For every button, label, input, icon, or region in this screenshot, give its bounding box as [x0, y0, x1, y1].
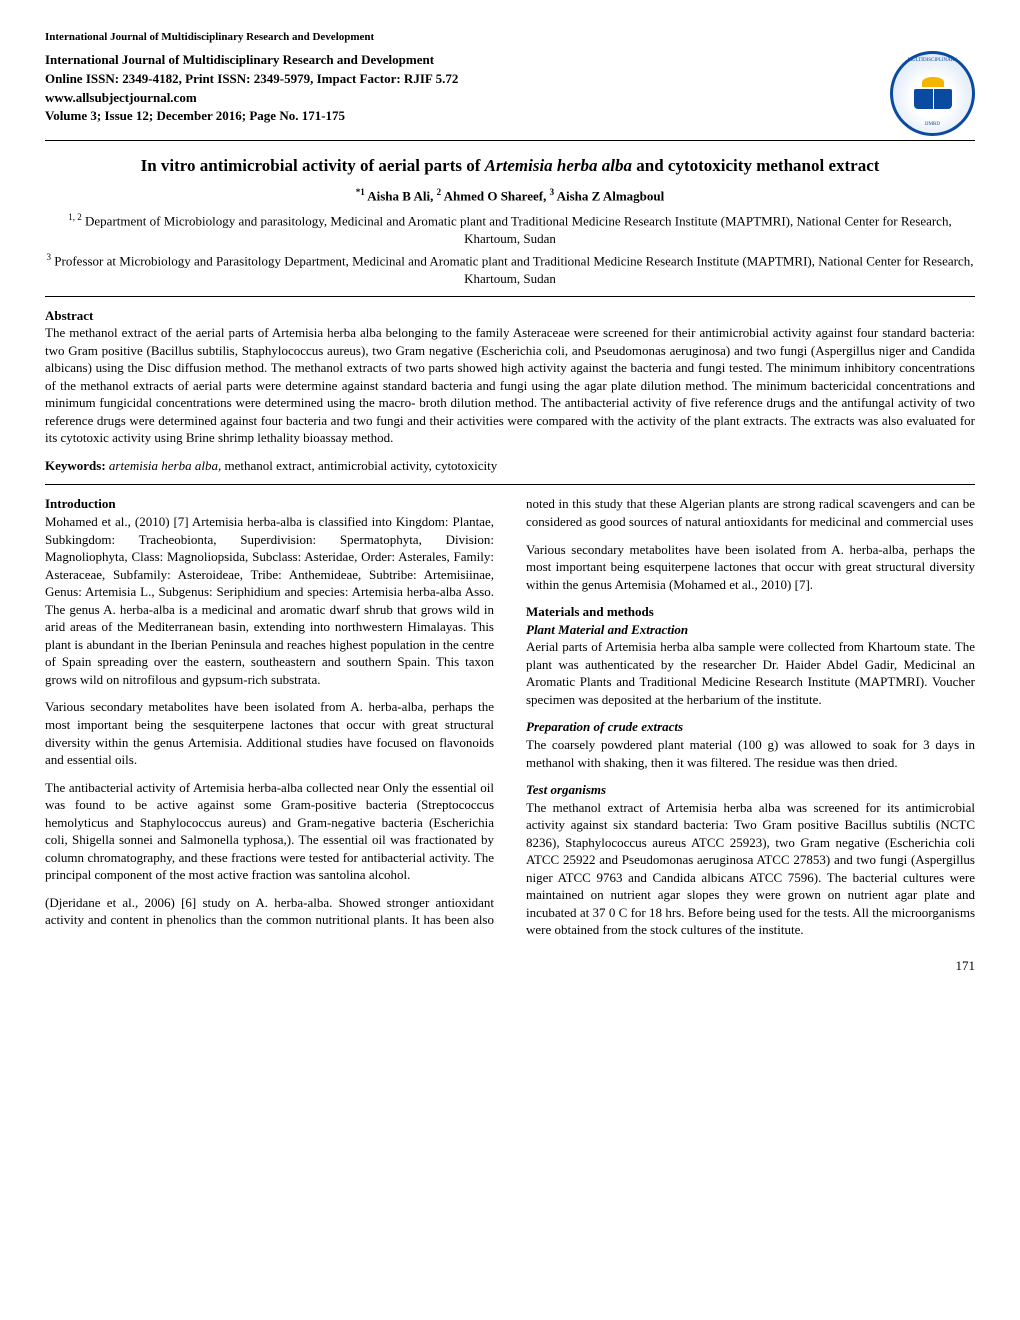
keywords-block: Keywords: artemisia herba alba, methanol…	[45, 457, 975, 475]
authors-line: *1 Aisha B Ali, 2 Ahmed O Shareef, 3 Ais…	[45, 186, 975, 205]
intro-p1: Mohamed et al., (2010) [7] Artemisia her…	[45, 514, 494, 687]
title-species: Artemisia herba alba	[485, 156, 632, 175]
plant-subheading: Plant Material and Extraction	[526, 622, 688, 637]
journal-name: International Journal of Multidisciplina…	[45, 51, 458, 70]
introduction-heading: Introduction	[45, 496, 116, 511]
logo-sun-icon	[922, 77, 944, 87]
affil1-sup: 1, 2	[68, 212, 82, 222]
logo-book-icon	[914, 89, 952, 109]
affil1-text: Department of Microbiology and parasitol…	[82, 213, 952, 246]
article-title: In vitro antimicrobial activity of aeria…	[45, 155, 975, 178]
running-header: International Journal of Multidisciplina…	[45, 30, 975, 45]
journal-volume: Volume 3; Issue 12; December 2016; Page …	[45, 107, 458, 126]
journal-logo-icon: MULTIDISCIPLINARY IJMRD	[890, 51, 975, 136]
journal-issn: Online ISSN: 2349-4182, Print ISSN: 2349…	[45, 70, 458, 89]
abstract-text: The methanol extract of the aerial parts…	[45, 325, 975, 445]
affil2-text: Professor at Microbiology and Parasitolo…	[51, 253, 973, 286]
body-columns: Introduction Mohamed et al., (2010) [7] …	[45, 495, 975, 939]
rule-top	[45, 296, 975, 297]
affiliation-1: 1, 2 Department of Microbiology and para…	[45, 211, 975, 247]
author-3: Aisha Z Almagboul	[554, 188, 664, 203]
page-number: 171	[45, 957, 975, 975]
prep-subheading: Preparation of crude extracts	[526, 719, 683, 734]
abstract-heading: Abstract	[45, 307, 975, 325]
keywords-ital: artemisia herba alba,	[109, 458, 221, 473]
journal-info: International Journal of Multidisciplina…	[45, 51, 458, 126]
journal-url: www.allsubjectjournal.com	[45, 89, 458, 108]
logo-bottom-text: IJMRD	[925, 122, 940, 129]
keywords-heading: Keywords:	[45, 458, 109, 473]
keywords-tail: methanol extract, antimicrobial activity…	[221, 458, 497, 473]
title-tail: and cytotoxicity methanol extract	[632, 156, 879, 175]
rule-bottom	[45, 484, 975, 485]
intro-p3: The antibacterial activity of Artemisia …	[45, 779, 494, 884]
author-2: Ahmed O Shareef,	[441, 188, 549, 203]
title-plain: In vitro antimicrobial activity of aeria…	[141, 156, 485, 175]
plant-text: Aerial parts of Artemisia herba alba sam…	[526, 639, 975, 707]
logo-top-text: MULTIDISCIPLINARY	[908, 58, 958, 65]
author-sup-1: *1	[356, 187, 365, 197]
intro-p2: Various secondary metabolites have been …	[45, 698, 494, 768]
prep-text: The coarsely powdered plant material (10…	[526, 737, 975, 770]
materials-heading: Materials and methods	[526, 604, 654, 619]
test-text: The methanol extract of Artemisia herba …	[526, 800, 975, 938]
intro-p5: Various secondary metabolites have been …	[526, 541, 975, 594]
author-1: Aisha B Ali,	[365, 188, 437, 203]
affiliation-2: 3 Professor at Microbiology and Parasito…	[45, 251, 975, 287]
journal-header: International Journal of Multidisciplina…	[45, 51, 975, 141]
test-subheading: Test organisms	[526, 782, 606, 797]
abstract-block: Abstract The methanol extract of the aer…	[45, 307, 975, 447]
